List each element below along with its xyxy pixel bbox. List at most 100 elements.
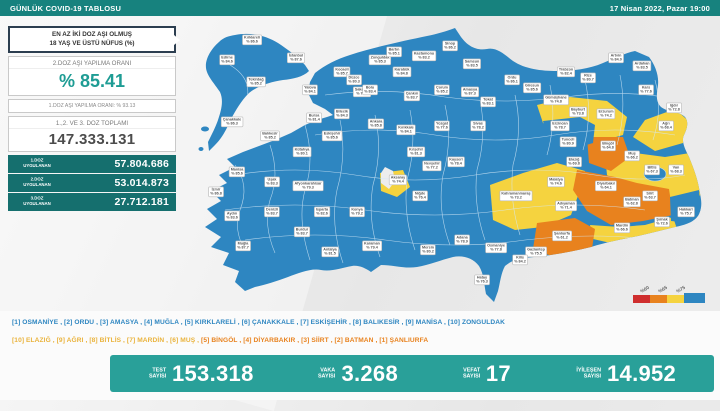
province-label-kahramanmaraş: Kahramanmaraş% 73.2 — [499, 190, 533, 202]
province-label-şırnak: Şırnak% 72.6 — [654, 216, 670, 228]
dose-row-label: 1.DOZ UYGULANAN — [23, 159, 51, 169]
province-label-bartın: Bartın% 85.1 — [386, 46, 402, 58]
province-label-ağrı: Ağrı% 68.4 — [658, 120, 674, 132]
province-label-bingöl: Bingöl% 64.8 — [600, 140, 616, 152]
panel-title-line2: 18 YAŞ VE ÜSTÜ NÜFUS (%) — [49, 39, 135, 47]
stat-label: İYİLEŞEN SAYISI — [576, 367, 601, 379]
total-doses-box: 1.,2. VE 3. DOZ TOPLAMI 147.333.131 — [8, 116, 176, 152]
province-label-bolu: Bolu% 83.4 — [362, 84, 378, 96]
first-dose-note: 1.DOZ AŞI YAPILMA ORANI: % 93.13 — [48, 103, 136, 109]
province-label-kocaeli: Kocaeli% 85.7 — [333, 66, 351, 78]
stat-vefat: VEFAT SAYISI 17 — [462, 361, 511, 387]
province-label-adıyaman: Adıyaman% 71.4 — [555, 200, 577, 212]
bottom-zone: [1] OSMANİYE , [2] ORDU , [3] AMASYA , [… — [0, 311, 720, 400]
province-label-bitlis: Bitlis% 67.3 — [644, 164, 660, 176]
province-label-aydın: Aydın% 83.6 — [224, 210, 240, 222]
province-label-siirt: Siirt% 63.7 — [642, 190, 658, 202]
province-label-bursa: Bursa% 81.4 — [306, 112, 322, 124]
province-label-bayburt: Bayburt% 73.8 — [569, 106, 587, 118]
stat-value: 17 — [485, 360, 511, 386]
province-label-i̇zmir: İzmir% 86.8 — [208, 186, 224, 198]
province-label-konya: Konya% 79.2 — [349, 206, 365, 218]
province-label-bilecik: Bilecik% 84.3 — [334, 108, 350, 120]
province-label-sinop: Sinop% 86.2 — [442, 40, 458, 52]
province-label-erzincan: Erzincan% 78.7 — [550, 120, 570, 132]
lowest-provinces-list: [10] ELAZIĞ , [9] AĞRI , [8] BİTLİS , [7… — [12, 337, 712, 344]
province-label-manisa: Manisa% 85.6 — [228, 166, 246, 178]
second-dose-box: 2.DOZ AŞI YAPILMA ORANI % 85.41 — [8, 56, 176, 96]
dose-row-2doz: 2.DOZ UYGULANAN 53.014.873 — [8, 174, 176, 192]
lowest-provinces-yellow: [10] ELAZIĞ , [9] AĞRI , [8] BİTLİS , [7… — [12, 337, 202, 344]
zone-orange-bingol — [587, 137, 630, 171]
dose-row-3doz: 3.DOZ UYGULANAN 27.712.181 — [8, 193, 176, 211]
province-label-nevşehir: Nevşehir% 77.2 — [422, 160, 442, 172]
province-label-kilis: Kilis% 84.2 — [512, 254, 528, 266]
province-label-muş: Muş% 66.2 — [624, 150, 640, 162]
legend-swatch-0 — [633, 295, 650, 303]
stat-value: 14.952 — [607, 360, 677, 386]
page-title: GÜNLÜK COVID-19 TABLOSU — [10, 3, 122, 13]
header-date: 17 Nisan 2022, Pazar 19:00 — [609, 3, 710, 13]
dose-row-label: 3.DOZ UYGULANAN — [23, 197, 51, 207]
province-label-malatya: Malatya% 74.6 — [547, 176, 565, 188]
province-label-muğla: Muğla% 87.7 — [235, 240, 251, 252]
province-label-hatay: Hatay% 76.3 — [474, 274, 490, 286]
dose-row-value: 57.804.686 — [114, 158, 169, 170]
province-label-gaziantep: Gaziantep% 75.5 — [525, 246, 547, 258]
province-label-karaman: Karaman% 79.4 — [362, 240, 382, 252]
turkey-choropleth-map: Edirne% 84.6 Kırklareli% 86.6 Tekirdağ% 85… — [175, 25, 715, 310]
stat-iyileen: İYİLEŞEN SAYISI 14.952 — [575, 361, 676, 387]
province-label-giresun: Giresun% 85.6 — [523, 82, 541, 94]
panel-title-line1: EN AZ İKİ DOZ AŞI OLMUŞ — [52, 31, 132, 38]
province-label-denizli: Denizli% 83.7 — [264, 206, 280, 218]
province-label-mersin: Mersin% 80.2 — [420, 244, 436, 256]
stat-label: VEFAT SAYISI — [462, 367, 480, 379]
province-label-elazığ: Elazığ% 69.8 — [566, 156, 582, 168]
first-dose-note-box: 1.DOZ AŞI YAPILMA ORANI: % 93.13 — [8, 99, 176, 113]
stat-test: TEST SAYISI 153.318 — [148, 361, 254, 387]
panel-title-box: EN AZ İKİ DOZ AŞI OLMUŞ 18 YAŞ VE ÜSTÜ N… — [8, 26, 180, 53]
province-label-ordu: Ordu% 86.1 — [504, 74, 520, 86]
dose-row-value: 53.014.873 — [114, 177, 169, 189]
province-label-ardahan: Ardahan% 83.5 — [632, 60, 652, 72]
province-label-van: Van% 68.3 — [668, 164, 684, 176]
province-label-iğdır: Iğdır% 72.8 — [666, 102, 682, 114]
province-label-edirne: Edirne% 84.6 — [219, 54, 235, 66]
map-legend: %60 %65 %75 — [633, 277, 713, 303]
legend-swatches — [633, 293, 705, 303]
province-label-amasya: Amasya% 87.3 — [461, 86, 479, 98]
province-label-erzurum: Erzurum% 74.2 — [596, 108, 616, 120]
province-label-uşak: Uşak% 83.3 — [264, 176, 280, 188]
legend-swatch-1 — [650, 295, 667, 303]
province-label-zonguldak: Zonguldak% 85.3 — [368, 54, 392, 66]
province-label-diyarbakır: Diyarbakır% 64.1 — [595, 180, 617, 192]
province-label-balıkesir: Balıkesir% 85.2 — [260, 130, 280, 142]
stat-value: 3.268 — [341, 360, 399, 386]
second-dose-label: 2.DOZ AŞI YAPILMA ORANI — [9, 57, 175, 69]
stat-label: VAKA SAYISI — [318, 367, 336, 379]
province-label-niğde: Niğde% 76.4 — [412, 190, 428, 202]
dose-row-label: 2.DOZ UYGULANAN — [23, 178, 51, 188]
province-label-şanlıurfa: Şanlıurfa% 61.2 — [552, 230, 572, 242]
dose-row-1doz: 1.DOZ UYGULANAN 57.804.686 — [8, 155, 176, 173]
island-bozcaada — [198, 147, 204, 151]
province-label-tokat: Tokat% 83.1 — [480, 96, 496, 108]
province-label-burdur: Burdur% 83.7 — [293, 226, 311, 238]
province-label-hakkari: Hakkari% 75.7 — [677, 206, 695, 218]
province-label-kırklareli: Kırklareli% 86.6 — [242, 34, 262, 46]
province-label-osmaniye: Osmaniye% 77.8 — [485, 242, 507, 254]
province-label-karabük: Karabük% 84.8 — [392, 66, 412, 78]
province-label-düzce: Düzce% 80.3 — [346, 74, 362, 86]
province-label-samsun: Samsun% 83.5 — [462, 58, 482, 70]
province-label-sivas: Sivas% 78.2 — [470, 120, 486, 132]
province-label-rize: Rize% 80.7 — [580, 72, 596, 84]
top-provinces-list: [1] OSMANİYE , [2] ORDU , [3] AMASYA , [… — [12, 319, 505, 326]
province-labels-layer: Edirne% 84.6 Kırklareli% 86.6 Tekirdağ% 85… — [175, 25, 715, 310]
header-bar: GÜNLÜK COVID-19 TABLOSU 17 Nisan 2022, P… — [0, 0, 720, 16]
province-label-kastamonu: Kastamonu% 83.2 — [412, 50, 436, 62]
province-label-gümüşhane: Gümüşhane% 74.8 — [543, 94, 569, 106]
province-label-trabzon: Trabzon% 82.4 — [557, 66, 575, 78]
province-label-kütahya: Kütahya% 80.1 — [292, 146, 312, 158]
province-label-batman: Batman% 62.8 — [623, 196, 641, 208]
province-label-kırıkkale: Kırıkkale% 84.1 — [396, 124, 416, 136]
